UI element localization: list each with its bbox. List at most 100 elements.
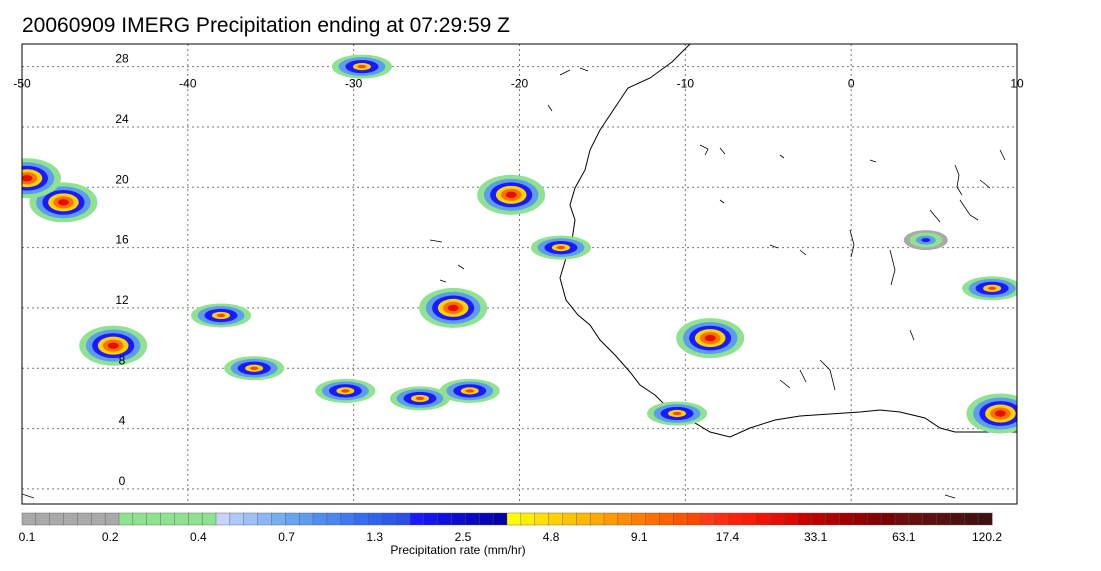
colorbar-swatch bbox=[340, 512, 356, 526]
colorbar-swatch bbox=[104, 512, 120, 526]
colorbar-tick-label: 2.5 bbox=[455, 530, 472, 544]
colorbar-swatch bbox=[91, 512, 106, 526]
precip-cell bbox=[191, 303, 251, 328]
colorbar-swatch bbox=[188, 512, 203, 526]
colorbar-swatch bbox=[950, 512, 965, 526]
precip-cell bbox=[962, 276, 1017, 301]
colorbar-swatch bbox=[257, 512, 272, 526]
longitude-tick-labels: -50 -40 -30 -20 -10 0 10 bbox=[13, 77, 1024, 91]
precip-cell bbox=[647, 401, 708, 426]
map-title: 20060909 IMERG Precipitation ending at 0… bbox=[22, 14, 510, 37]
colorbar-swatch bbox=[576, 512, 591, 526]
colorbar-tick-label: 63.1 bbox=[892, 530, 916, 544]
precip-cell bbox=[966, 393, 1017, 434]
colorbar-swatch bbox=[492, 512, 508, 526]
colorbar-swatch bbox=[243, 512, 259, 526]
plot-frame bbox=[21, 43, 1018, 505]
colorbar-swatch bbox=[659, 512, 674, 526]
colorbar-tick-label: 0.7 bbox=[278, 530, 295, 544]
colorbar-swatch bbox=[479, 512, 494, 526]
colorbar-swatch bbox=[728, 512, 744, 526]
colorbar-swatch bbox=[880, 512, 896, 526]
colorbar-tick-label: 120.2 bbox=[972, 530, 1002, 544]
colorbar-swatch bbox=[617, 512, 633, 526]
colorbar-swatch bbox=[354, 512, 369, 526]
colorbar-title: Precipitation rate (mm/hr) bbox=[390, 543, 525, 557]
colorbar-swatch bbox=[977, 512, 993, 526]
colorbar-swatch bbox=[700, 512, 716, 526]
colorbar-swatch bbox=[271, 512, 286, 526]
gridlines bbox=[22, 44, 1017, 504]
lon-tick-label: -40 bbox=[179, 77, 197, 91]
inland-water-outlines bbox=[22, 67, 1006, 499]
colorbar-tick-label: 0.1 bbox=[19, 530, 36, 544]
colorbar-swatch bbox=[756, 512, 771, 526]
colorbar-swatch bbox=[783, 512, 799, 526]
colorbar-swatch bbox=[174, 512, 189, 526]
lat-tick-label: 28 bbox=[115, 52, 129, 66]
colorbar-swatch bbox=[298, 512, 314, 526]
lat-tick-label: 20 bbox=[115, 172, 129, 186]
precip-cell bbox=[315, 378, 376, 403]
colorbar-swatch bbox=[853, 512, 868, 526]
colorbar-swatch bbox=[49, 512, 65, 526]
lon-tick-label: 10 bbox=[1010, 77, 1024, 91]
precip-cell bbox=[22, 158, 61, 199]
colorbar-swatch bbox=[839, 512, 854, 526]
colorbar-tick-label: 0.2 bbox=[102, 530, 119, 544]
colorbar-swatch bbox=[894, 512, 910, 526]
precip-cell bbox=[477, 174, 546, 215]
colorbar-swatch bbox=[63, 512, 78, 526]
colorbar-swatch bbox=[409, 512, 425, 526]
colorbar-swatch bbox=[589, 512, 605, 526]
colorbar-tick-label: 9.1 bbox=[631, 530, 648, 544]
lat-tick-label: 0 bbox=[119, 474, 126, 488]
colorbar-swatch bbox=[797, 512, 813, 526]
colorbar-swatch bbox=[423, 512, 439, 526]
colorbar-swatch bbox=[368, 512, 383, 526]
colorbar-swatch bbox=[506, 512, 522, 526]
precip-cell bbox=[419, 287, 488, 328]
lat-tick-label: 8 bbox=[119, 353, 126, 367]
colorbar-swatch bbox=[922, 512, 938, 526]
precip-cell bbox=[331, 54, 392, 79]
colorbar-swatch bbox=[21, 512, 37, 526]
colorbar-swatch bbox=[673, 512, 688, 526]
colorbar-swatch bbox=[312, 512, 328, 526]
lat-tick-label: 4 bbox=[119, 414, 126, 428]
lon-tick-label: -20 bbox=[511, 77, 529, 91]
precip-cell bbox=[903, 230, 948, 251]
colorbar-swatch bbox=[867, 512, 882, 526]
colorbar-swatch bbox=[395, 512, 411, 526]
lon-tick-label: -30 bbox=[345, 77, 363, 91]
colorbar-swatch bbox=[326, 512, 342, 526]
colorbar-tick-label: 1.3 bbox=[366, 530, 383, 544]
lat-tick-label: 24 bbox=[115, 112, 129, 126]
precip-cell bbox=[530, 235, 591, 260]
colorbar-tick-label: 0.4 bbox=[190, 530, 207, 544]
colorbar-swatch bbox=[465, 512, 480, 526]
lat-tick-label: 16 bbox=[115, 233, 129, 247]
colorbar-swatch bbox=[146, 512, 162, 526]
precip-cell bbox=[439, 378, 500, 403]
colorbar-swatch bbox=[229, 512, 245, 526]
colorbar-swatch bbox=[132, 512, 148, 526]
colorbar-swatch bbox=[285, 512, 300, 526]
precip-cell bbox=[390, 386, 450, 411]
lon-tick-label: -10 bbox=[677, 77, 695, 91]
colorbar-tick-labels: 0.1 0.2 0.4 0.7 1.3 2.5 4.8 9.1 17.4 33.1 63.1 120.… bbox=[19, 530, 1003, 544]
colorbar-swatch bbox=[534, 512, 550, 526]
west-africa-coastline bbox=[559, 44, 1017, 438]
colorbar-swatch bbox=[215, 512, 231, 526]
lon-tick-label: -50 bbox=[13, 77, 31, 91]
colorbar-swatch bbox=[964, 512, 979, 526]
colorbar-swatch bbox=[437, 512, 453, 526]
colorbar-swatch bbox=[451, 512, 466, 526]
colorbar-swatch bbox=[825, 512, 841, 526]
colorbar-tick-label: 17.4 bbox=[716, 530, 740, 544]
colorbar-swatch bbox=[548, 512, 563, 526]
colorbar-swatch bbox=[603, 512, 619, 526]
colorbar-swatch bbox=[118, 512, 134, 526]
precip-cell bbox=[224, 356, 285, 381]
colorbar-swatch bbox=[936, 512, 951, 526]
